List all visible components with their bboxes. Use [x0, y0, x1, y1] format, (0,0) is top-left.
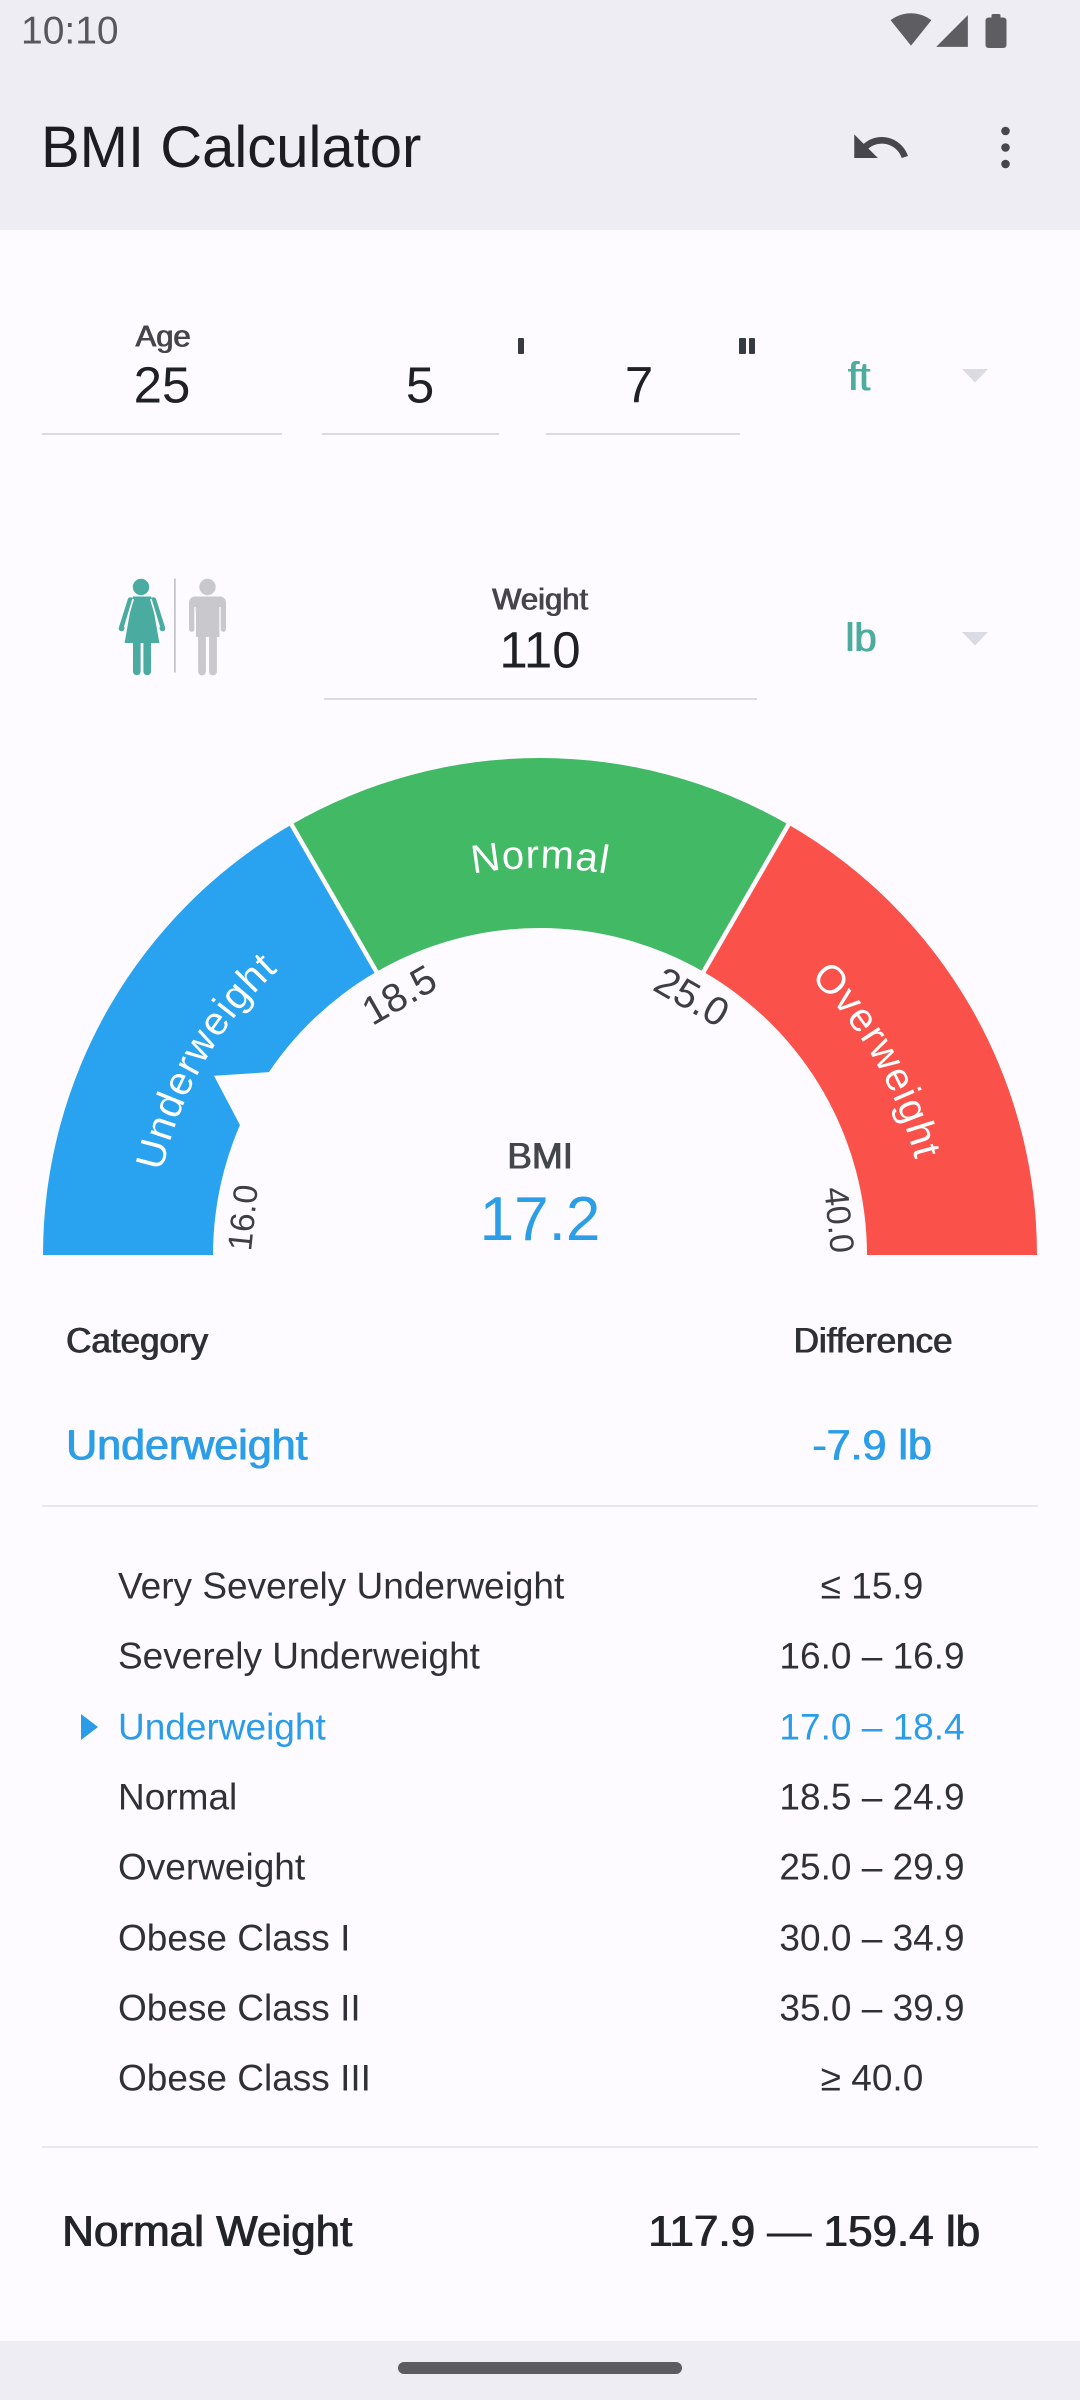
svg-text:16.0: 16.0	[221, 1183, 266, 1253]
svg-text:40.0: 40.0	[816, 1185, 861, 1255]
